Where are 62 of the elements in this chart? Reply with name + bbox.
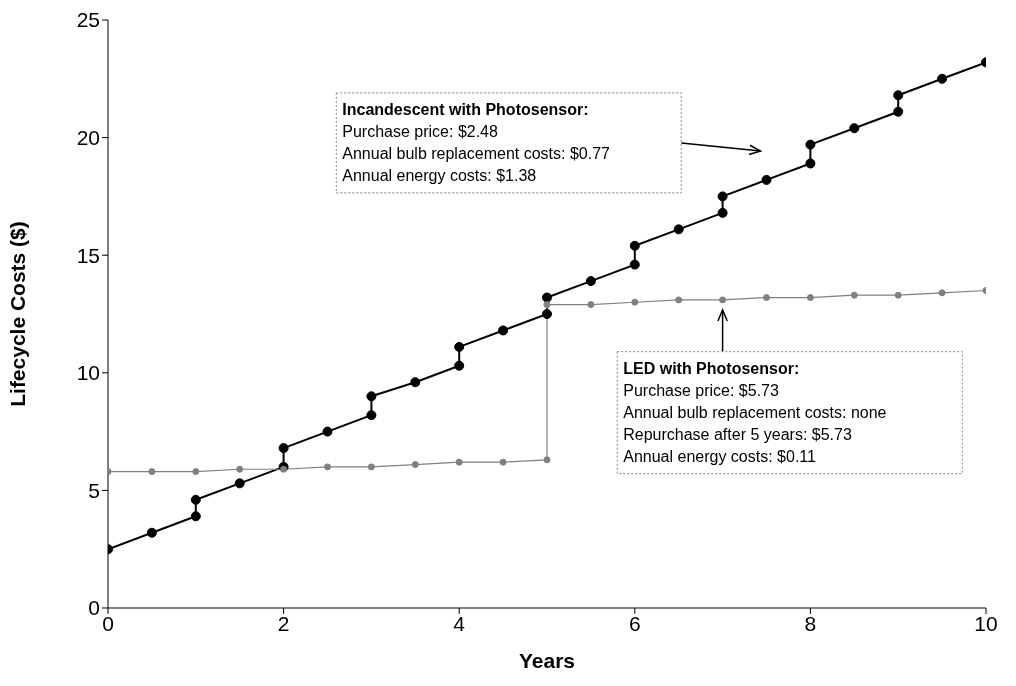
point [366, 391, 377, 402]
annotation: Incandescent with Photosensor: Purchase price: $2.48 Annual bulb replacement costs: $0.77 Annual energy costs: $1.38 [342, 100, 611, 184]
point [585, 276, 596, 287]
y-tick-label: 10 [76, 361, 100, 385]
point [190, 494, 201, 505]
point [850, 291, 858, 299]
point [675, 296, 683, 304]
point [717, 207, 728, 218]
point [366, 410, 377, 421]
point [763, 294, 770, 302]
x-tick-label: 4 [453, 611, 466, 635]
x-tick-label: 10 [974, 611, 998, 635]
point [499, 458, 507, 466]
point [234, 478, 245, 489]
x-axis-title: Years [518, 649, 576, 672]
point [673, 224, 684, 235]
point [938, 289, 946, 297]
x-tick-label: 2 [277, 611, 290, 635]
point [454, 360, 465, 371]
point [629, 240, 640, 251]
y-tick-label: 15 [76, 243, 100, 267]
point [631, 298, 639, 306]
point [367, 463, 375, 471]
point [322, 426, 333, 437]
point [278, 443, 289, 454]
y-tick-label: 0 [88, 596, 100, 620]
point [454, 341, 465, 352]
point [893, 106, 904, 117]
point [849, 123, 860, 134]
point [542, 292, 552, 303]
point [148, 468, 156, 476]
point [324, 463, 331, 471]
point [629, 259, 640, 270]
point [192, 468, 200, 476]
annotation: LED with Photosensor: Purchase price: $5.73 Annual bulb replacement costs: none Repurchase after 5 years: $5.73 Annual energy costs: $0.11 [623, 359, 887, 465]
y-tick-label: 20 [76, 126, 100, 150]
point [498, 325, 509, 336]
point [805, 139, 816, 150]
y-tick-label: 5 [88, 478, 100, 502]
point [455, 458, 463, 466]
x-tick-label: 6 [628, 611, 641, 635]
point [543, 301, 551, 309]
point [146, 527, 157, 538]
point [719, 296, 727, 304]
point [410, 377, 421, 388]
point [761, 174, 772, 185]
point [236, 465, 244, 473]
point [805, 158, 816, 169]
point [543, 456, 551, 464]
point [587, 301, 595, 309]
point [280, 465, 288, 473]
point [411, 461, 419, 469]
x-tick-label: 8 [804, 611, 817, 635]
point [717, 191, 728, 202]
point [542, 309, 552, 319]
y-tick-label: 25 [76, 8, 100, 32]
y-axis-title: Lifecycle Costs ($) [6, 221, 30, 407]
point [893, 90, 904, 101]
point [806, 294, 814, 302]
point [894, 291, 902, 299]
point [937, 73, 948, 84]
point [190, 511, 201, 522]
